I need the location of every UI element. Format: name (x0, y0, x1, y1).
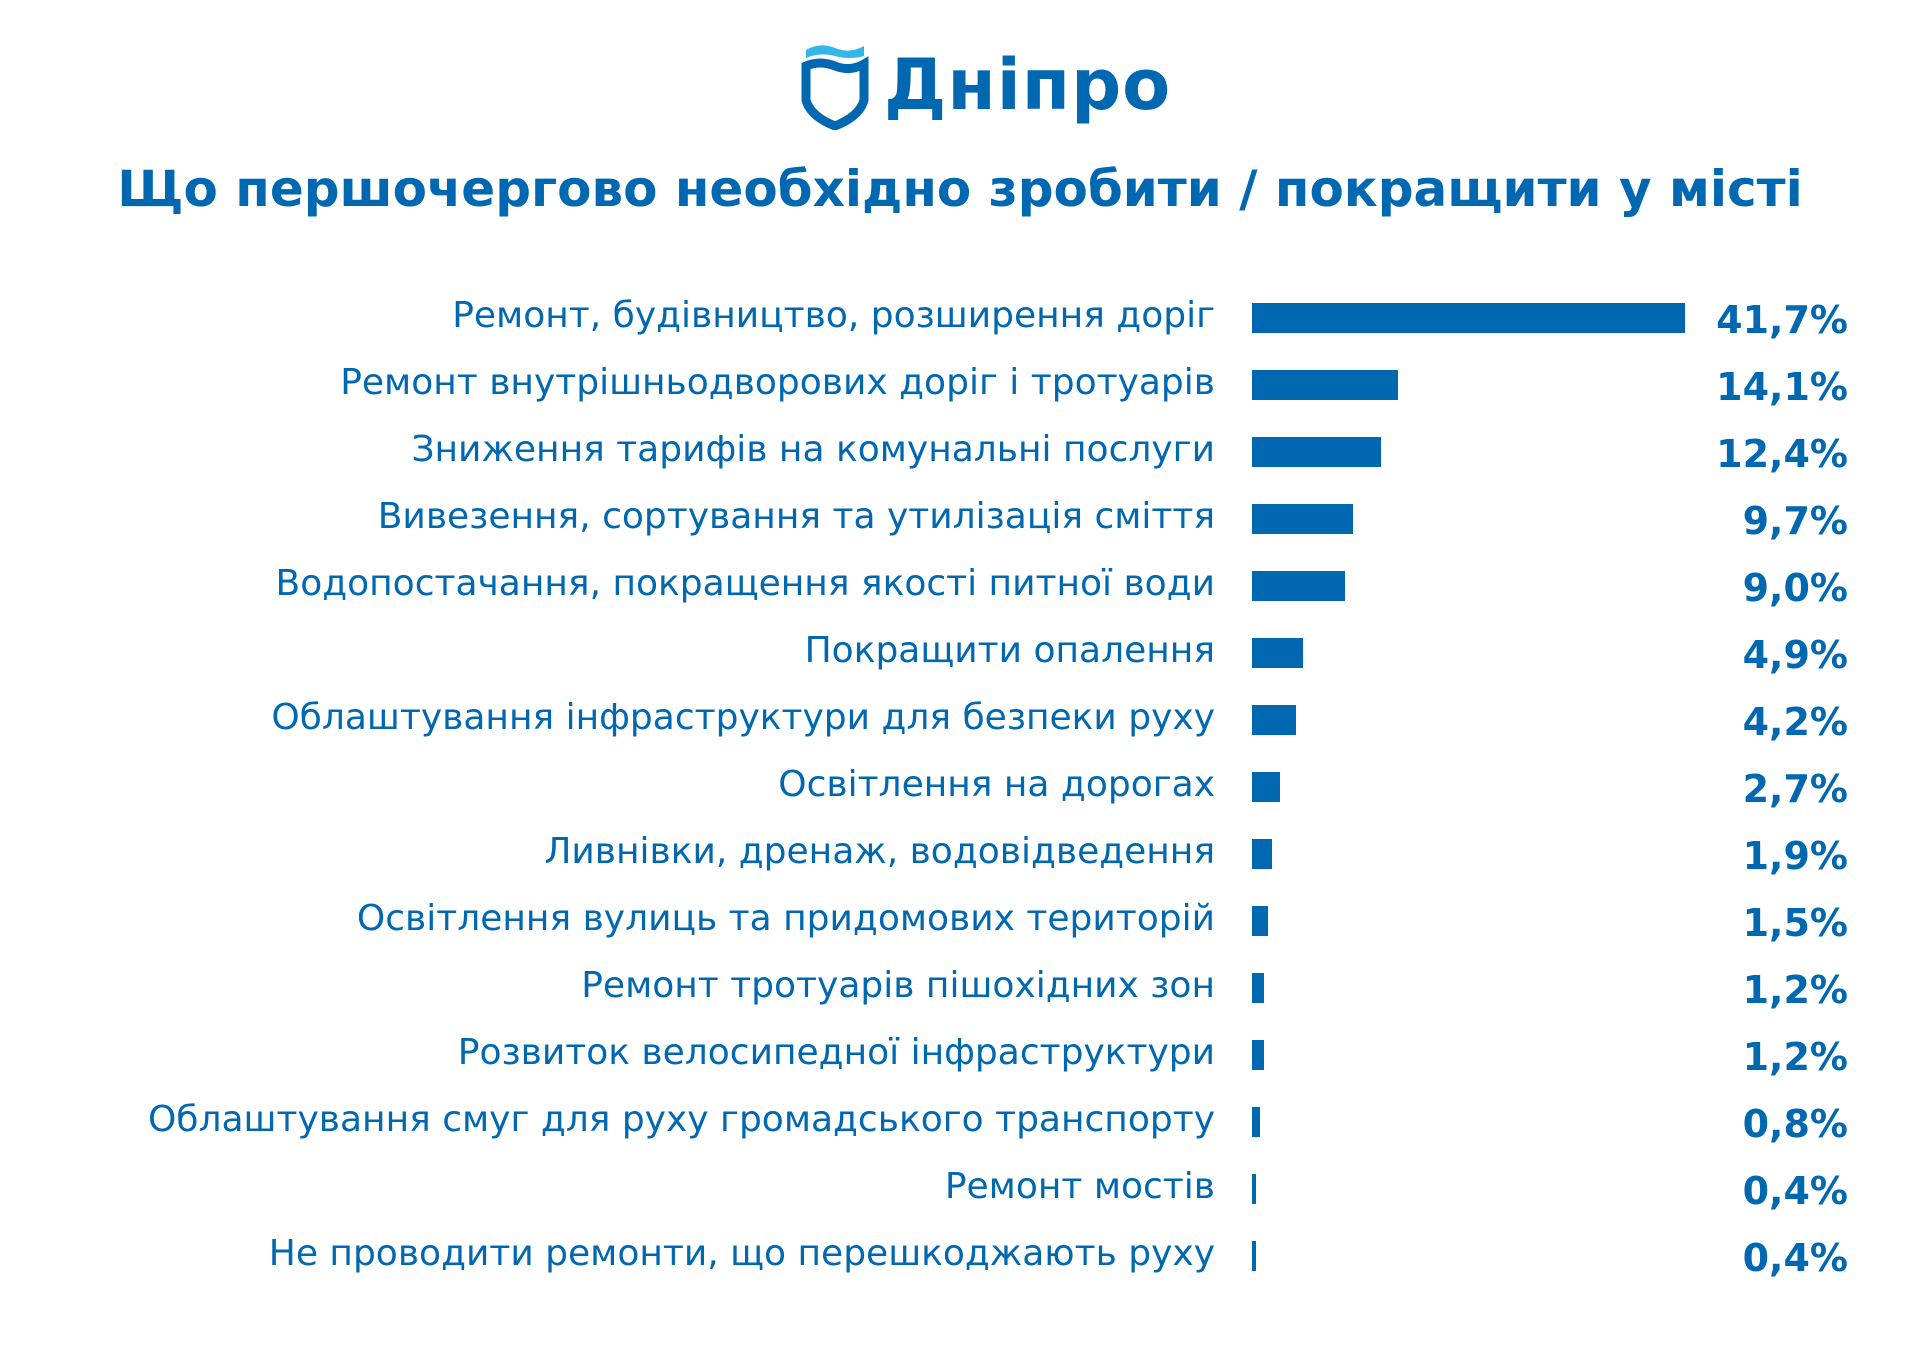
value-label: 1,5% (1742, 901, 1848, 945)
shield-logo-icon (801, 45, 869, 130)
bar (1252, 303, 1685, 333)
brand-name: Дніпро (884, 44, 1172, 126)
category-label: Ремонт тротуарів пішохідних зон (581, 965, 1215, 1006)
category-label: Освітлення вулиць та придомових територі… (356, 898, 1215, 939)
value-label: 9,0% (1742, 566, 1848, 610)
bar (1252, 1040, 1265, 1070)
value-label: 0,4% (1742, 1236, 1848, 1280)
category-label: Ливнівки, дренаж, водовідведення (544, 831, 1215, 872)
bar (1252, 370, 1399, 400)
category-label: Водопостачання, покращення якості питної… (275, 563, 1216, 604)
category-label: Розвиток велосипедної інфраструктури (457, 1032, 1215, 1073)
category-label: Облаштування інфраструктури для безпеки … (271, 697, 1215, 738)
value-label: 1,2% (1742, 1035, 1848, 1079)
category-label: Ремонт внутрішньодворових доріг і тротуа… (340, 362, 1215, 403)
category-label: Покращити опалення (804, 630, 1215, 671)
bar (1252, 1241, 1257, 1271)
value-label: 2,7% (1742, 767, 1848, 811)
value-label: 0,4% (1742, 1169, 1848, 1213)
value-label: 41,7% (1716, 298, 1848, 342)
bar (1252, 638, 1303, 668)
bar (1252, 906, 1268, 936)
bar (1252, 571, 1346, 601)
bar (1252, 973, 1265, 1003)
category-label: Вивезення, сортування та утилізація сміт… (377, 496, 1215, 537)
chart-title: Що першочергово необхідно зробити / покр… (117, 160, 1803, 218)
value-label: 4,9% (1742, 633, 1848, 677)
value-label: 1,9% (1742, 834, 1848, 878)
category-label: Ремонт мостів (944, 1166, 1215, 1207)
value-label: 12,4% (1716, 432, 1848, 476)
category-label: Не проводити ремонти, що перешкоджають р… (268, 1233, 1215, 1274)
category-label: Ремонт, будівництво, розширення доріг (452, 295, 1215, 336)
bar (1252, 772, 1281, 802)
category-label: Облаштування смуг для руху громадського … (147, 1099, 1215, 1140)
category-label: Освітлення на дорогах (778, 764, 1215, 805)
value-label: 4,2% (1742, 700, 1848, 744)
bar (1252, 437, 1381, 467)
category-label: Зниження тарифів на комунальні послуги (411, 429, 1215, 470)
value-label: 14,1% (1716, 365, 1848, 409)
value-label: 1,2% (1742, 968, 1848, 1012)
bar (1252, 839, 1272, 869)
bar (1252, 705, 1296, 735)
bar (1252, 504, 1353, 534)
value-label: 0,8% (1742, 1102, 1848, 1146)
bar (1252, 1107, 1261, 1137)
bar (1252, 1174, 1257, 1204)
logo: Дніпро (800, 40, 1171, 130)
value-label: 9,7% (1742, 499, 1848, 543)
